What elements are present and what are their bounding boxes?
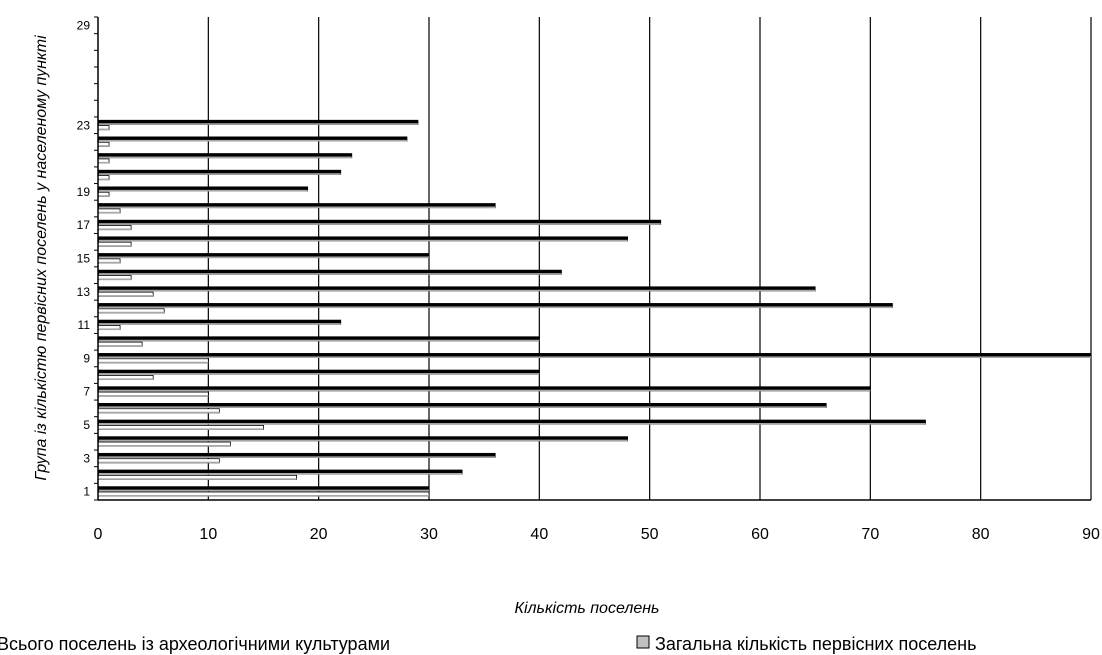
bar-shadow-series-2 <box>99 195 110 197</box>
y-tick-label: 29 <box>77 18 91 32</box>
gridlines <box>207 17 1092 500</box>
bar-shadow-series-2 <box>99 478 297 480</box>
bar-shadow-series-1 <box>99 323 341 325</box>
bar-shadow-series-1 <box>99 156 352 159</box>
bar-shadow-series-1 <box>99 356 1091 358</box>
bar-shadow-series-1 <box>99 206 496 209</box>
y-tick-label: 11 <box>78 318 91 332</box>
bar-shadow-series-2 <box>99 345 143 347</box>
bar-shadow-series-2 <box>99 461 220 464</box>
bar-shadow-series-2 <box>99 445 231 447</box>
axes <box>94 16 1091 501</box>
x-tick-label: 30 <box>420 526 438 543</box>
bar-shadow-series-1 <box>99 373 540 375</box>
y-tick-label: 9 <box>83 351 90 365</box>
bar-shadow-series-2 <box>99 428 264 430</box>
bar-shadow-series-1 <box>99 256 429 259</box>
bar-shadow-series-1 <box>99 489 429 492</box>
y-tick-label: 13 <box>77 285 91 299</box>
bar-shadow-series-1 <box>99 139 407 142</box>
y-tick-label: 1 <box>83 485 90 499</box>
bar-shadow-series-1 <box>99 223 661 225</box>
x-axis-title: Кількість поселень <box>515 600 660 617</box>
bar-shadow-series-1 <box>99 173 341 175</box>
bar-shadow-series-1 <box>99 423 926 425</box>
y-tick-label: 3 <box>83 451 90 465</box>
x-tick-label: 0 <box>94 526 103 543</box>
bar-shadow-series-2 <box>99 328 121 331</box>
x-tick-label: 80 <box>972 526 990 543</box>
bar-shadow-series-1 <box>99 406 827 408</box>
bar-shadow-series-1 <box>99 273 562 275</box>
x-tick-label: 90 <box>1082 526 1100 543</box>
legend-swatch-series-2 <box>636 635 650 649</box>
legend: Всього поселень із археологічними культу… <box>0 634 976 654</box>
bar-shadow-series-2 <box>99 395 209 397</box>
y-tick-label: 5 <box>83 418 90 432</box>
bar-shadow-series-2 <box>99 378 154 380</box>
bar-shadow-series-1 <box>99 439 628 442</box>
bar-shadow-series-1 <box>99 289 816 292</box>
bar-shadow-series-2 <box>99 494 429 497</box>
bar-shadow-series-2 <box>99 278 132 281</box>
x-tick-label: 70 <box>861 526 879 543</box>
bar-shadow-series-2 <box>99 128 110 131</box>
y-tick-label: 19 <box>77 185 91 199</box>
y-axis-title: Група із кількістю первісних поселень у … <box>33 35 50 481</box>
bars-layer <box>97 119 1092 497</box>
x-tick-label: 10 <box>199 526 217 543</box>
bar-shadow-series-1 <box>99 306 893 309</box>
y-tick-label: 15 <box>77 252 91 266</box>
bar-shadow-series-1 <box>99 389 871 392</box>
bar-shadow-series-2 <box>99 161 110 164</box>
bar-shadow-series-2 <box>99 295 154 297</box>
bar-shadow-series-2 <box>99 228 132 231</box>
x-tick-labels: 0 10 20 30 40 50 60 70 80 90 <box>94 526 1100 543</box>
bar-shadow-series-1 <box>99 339 540 342</box>
y-tick-label: 7 <box>83 385 90 399</box>
y-tick-label: 23 <box>77 118 91 132</box>
bar-shadow-series-2 <box>99 361 209 364</box>
x-tick-label: 40 <box>530 526 548 543</box>
bar-shadow-series-2 <box>99 245 132 247</box>
bar-shadow-series-2 <box>99 178 110 181</box>
bar-shadow-series-2 <box>99 145 110 147</box>
bar-shadow-series-1 <box>99 456 496 458</box>
bar-shadow-series-1 <box>99 472 463 475</box>
y-tick-label: 17 <box>77 218 91 232</box>
x-tick-label: 60 <box>751 526 769 543</box>
bar-shadow-series-1 <box>99 189 308 192</box>
legend-label-series-1: Всього поселень із археологічними культу… <box>0 634 390 654</box>
bar-shadow-series-2 <box>99 311 165 314</box>
bar-shadow-series-1 <box>99 123 418 125</box>
x-tick-label: 50 <box>641 526 659 543</box>
bar-shadow-series-1 <box>99 239 628 242</box>
legend-label-series-2: Загальна кількість первісних поселень <box>655 634 976 654</box>
bar-shadow-series-2 <box>99 261 121 264</box>
x-tick-label: 20 <box>310 526 328 543</box>
bar-shadow-series-2 <box>99 411 220 414</box>
bar-shadow-series-2 <box>99 211 121 214</box>
